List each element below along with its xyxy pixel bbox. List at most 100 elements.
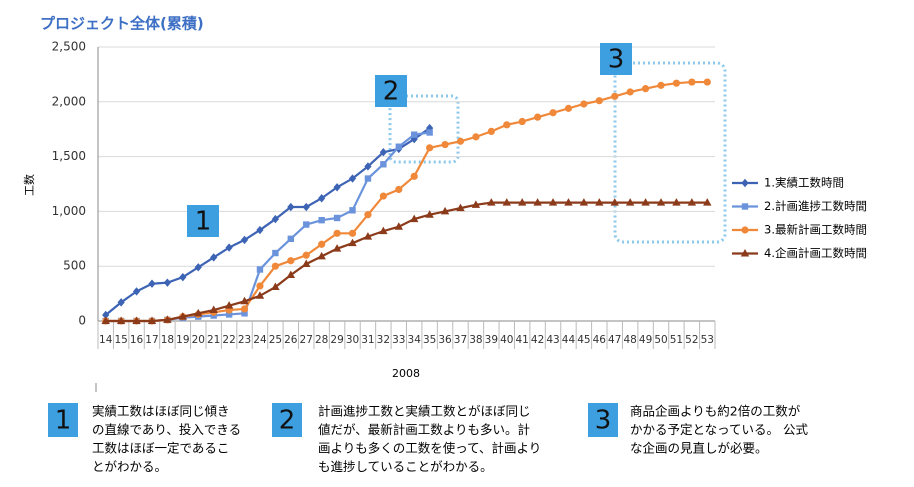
data-point xyxy=(441,140,449,149)
note-text: 商品企画よりも約2倍の工数が xyxy=(630,404,801,419)
data-point xyxy=(348,238,357,247)
x-tick-label: 25 xyxy=(269,334,282,346)
data-point xyxy=(517,198,527,206)
data-point xyxy=(101,316,110,324)
x-tick-label: 20 xyxy=(192,334,205,346)
data-point xyxy=(318,194,326,203)
x-tick-label: 38 xyxy=(469,334,482,346)
badge xyxy=(187,205,219,237)
x-tick-label: 27 xyxy=(300,334,313,346)
data-point xyxy=(487,198,496,206)
data-point xyxy=(318,216,325,224)
x-tick-label: 14 xyxy=(99,334,113,346)
data-point xyxy=(741,178,749,188)
data-point xyxy=(333,214,341,222)
data-point xyxy=(255,291,265,299)
x-tick-label: 44 xyxy=(562,334,576,346)
data-point xyxy=(178,312,188,320)
data-point xyxy=(534,113,542,121)
data-point xyxy=(163,315,172,323)
data-point xyxy=(487,127,495,135)
x-tick-label: 43 xyxy=(546,334,559,346)
x-tick-label: 30 xyxy=(346,334,359,346)
data-point xyxy=(503,121,511,129)
series-line xyxy=(105,201,708,323)
data-point xyxy=(395,143,402,150)
data-point xyxy=(256,225,264,235)
data-point xyxy=(472,133,480,141)
data-point xyxy=(641,85,650,93)
data-point xyxy=(241,310,248,317)
x-tick-label: 52 xyxy=(685,334,698,346)
x-tick-label: 41 xyxy=(516,334,529,346)
data-point xyxy=(410,172,418,180)
x-tick-label: 45 xyxy=(577,334,590,346)
data-point xyxy=(410,134,418,144)
legend-label: 3.最新計画工数時間 xyxy=(764,223,867,237)
data-point xyxy=(425,210,434,218)
note-text: 計画進捗工数と実績工数とがほぼ同じ xyxy=(318,404,531,419)
data-point xyxy=(147,316,157,324)
data-point xyxy=(426,129,433,136)
x-axis-label: 2008 xyxy=(392,367,420,380)
x-tick-label: 35 xyxy=(423,334,436,346)
data-point xyxy=(656,198,666,206)
data-point xyxy=(379,226,388,235)
data-point xyxy=(209,305,218,314)
data-point xyxy=(410,214,419,223)
data-point xyxy=(240,296,249,305)
note-text: 画よりも多くの工数を使って、計画より xyxy=(318,441,541,456)
data-point xyxy=(194,308,203,317)
data-point xyxy=(611,92,619,100)
data-point xyxy=(225,311,233,318)
x-tick-label: 17 xyxy=(145,334,158,346)
chart-title: プロジェクト全体(累積) xyxy=(40,15,204,33)
note-text: とがわかる。 xyxy=(92,459,167,474)
data-point xyxy=(364,175,372,182)
data-point xyxy=(349,207,356,214)
legend-label: 4.企画計画工数時間 xyxy=(764,246,867,260)
data-point xyxy=(148,279,156,288)
data-point xyxy=(333,229,341,237)
data-point xyxy=(688,78,696,86)
badge-label: 2 xyxy=(383,77,400,107)
x-tick-label: 51 xyxy=(670,334,683,346)
note-text: も進捗していることがわかる。 xyxy=(318,459,493,474)
data-point xyxy=(741,226,749,234)
note-badge xyxy=(272,403,302,437)
data-point xyxy=(741,203,749,210)
data-point xyxy=(271,262,279,270)
x-tick-label: 31 xyxy=(361,334,374,346)
x-tick-label: 49 xyxy=(639,334,652,346)
note-number: 3 xyxy=(595,406,612,436)
note-number: 2 xyxy=(279,406,296,436)
data-point xyxy=(240,305,249,313)
data-point xyxy=(703,198,712,206)
x-tick-label: 22 xyxy=(222,334,235,346)
badge xyxy=(375,75,407,107)
x-tick-label: 42 xyxy=(531,334,544,346)
data-point xyxy=(240,235,249,245)
note-text: の直線であり、投入できる xyxy=(92,422,241,437)
data-point xyxy=(224,301,234,309)
x-tick-label: 37 xyxy=(454,334,467,346)
data-point xyxy=(456,137,465,145)
x-tick-label: 53 xyxy=(701,334,714,346)
data-point xyxy=(380,161,387,168)
note-text: 値だが、最新計画工数よりも多い。計 xyxy=(318,422,530,437)
data-point xyxy=(471,200,481,208)
data-point xyxy=(116,316,126,324)
data-point xyxy=(333,183,341,192)
data-point xyxy=(256,266,264,273)
data-point xyxy=(302,202,310,212)
x-tick-label: 40 xyxy=(500,334,513,346)
data-point xyxy=(426,144,434,152)
x-tick-label: 29 xyxy=(330,334,343,346)
badge-label: 1 xyxy=(195,207,212,237)
data-point xyxy=(411,131,418,138)
data-point xyxy=(502,198,511,206)
x-tick-label: 23 xyxy=(238,334,251,346)
data-point xyxy=(626,88,634,96)
x-tick-label: 26 xyxy=(284,334,298,346)
